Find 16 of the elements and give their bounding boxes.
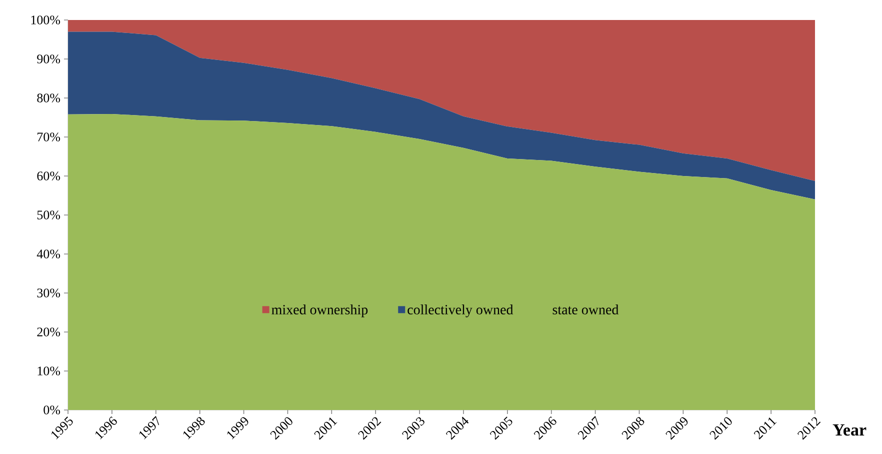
y-tick-label: 30%	[37, 288, 60, 298]
legend-label: collectively owned	[408, 304, 514, 318]
x-tick-label: 2011	[754, 418, 777, 440]
y-tick-label: 60%	[37, 172, 60, 180]
y-tick-label: 90%	[37, 54, 60, 64]
y-tick-label: 100%	[31, 16, 60, 24]
y-tick-label: 20%	[37, 328, 60, 336]
legend-label: mixed ownership	[272, 304, 368, 318]
y-tick-label: 40%	[36, 250, 60, 258]
series-label: state owned	[552, 304, 619, 314]
y-tick-label: 50%	[37, 210, 60, 220]
y-tick-label: 10%	[38, 366, 60, 376]
x-axis-title: Year	[832, 424, 866, 436]
y-tick-label: 0%	[44, 406, 60, 414]
y-tick-label: 80%	[37, 94, 60, 102]
y-tick-label: 70%	[38, 132, 60, 142]
